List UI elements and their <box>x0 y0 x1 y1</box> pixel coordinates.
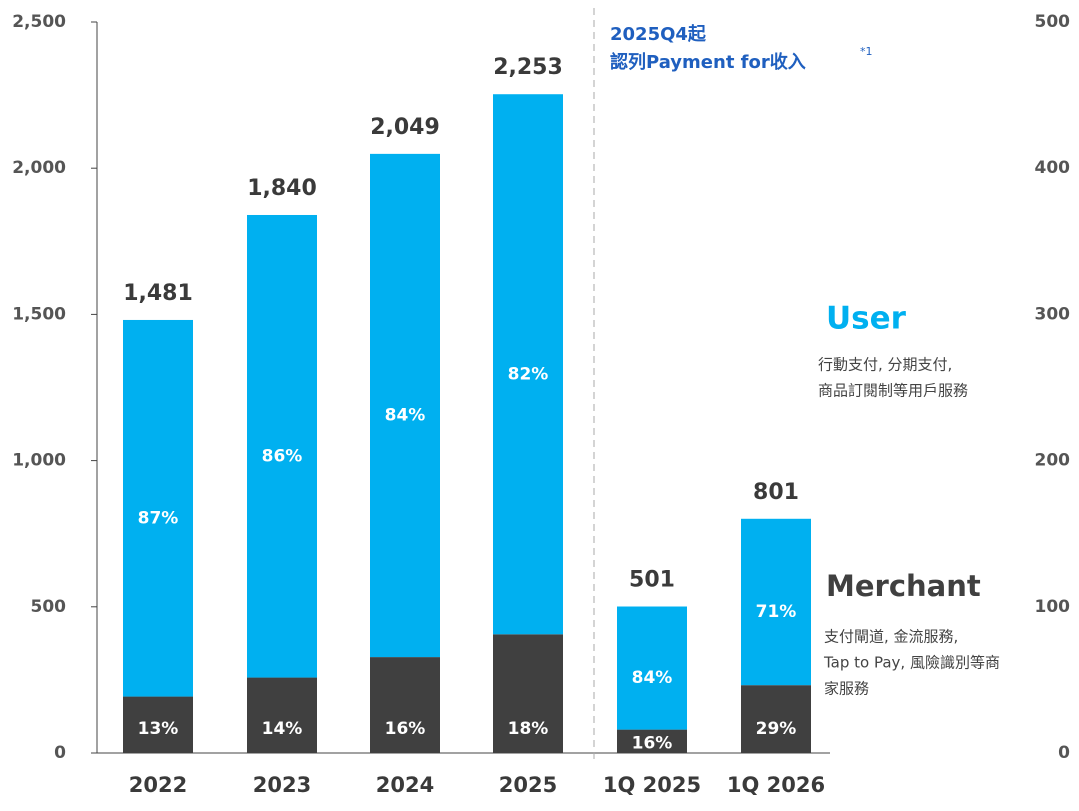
segment-label: 86% <box>262 446 303 466</box>
bar-segment <box>247 214 317 678</box>
y-tick-label: 2,000 <box>12 158 66 178</box>
annotation-superscript: *1 <box>860 45 873 58</box>
total-label: 501 <box>629 568 675 593</box>
legend-description: Tap to Pay, 風險識別等商 <box>823 654 1000 672</box>
y-tick-label: 500 <box>31 597 67 617</box>
y2-tick-label: 200 <box>1035 451 1071 471</box>
legend-description: 行動支付, 分期支付, <box>818 356 952 374</box>
y2-tick-label: 500 <box>1035 12 1071 32</box>
legend-name: User <box>826 301 907 337</box>
total-label: 1,840 <box>247 176 317 201</box>
x-tick-label: 2023 <box>253 773 311 797</box>
total-label: 801 <box>753 480 799 505</box>
segment-label: 87% <box>138 508 179 528</box>
y-tick-label: 2,500 <box>12 12 66 32</box>
legend-name: Merchant <box>826 569 981 603</box>
bar-segment <box>247 677 317 753</box>
bar-segment <box>123 319 193 697</box>
y-tick-label: 0 <box>54 743 66 763</box>
x-tick-label: 2025 <box>499 773 557 797</box>
bar-segment <box>617 606 687 730</box>
segment-label: 18% <box>508 719 549 739</box>
bar-segment <box>370 657 440 753</box>
legend-description: 支付閘道, 金流服務, <box>824 628 958 646</box>
total-label: 2,049 <box>370 115 440 140</box>
segment-label: 29% <box>756 719 797 739</box>
segment-label: 84% <box>632 668 673 688</box>
y-tick-label: 1,500 <box>12 304 66 324</box>
bar-segment <box>617 729 687 753</box>
bar-segment <box>493 634 563 753</box>
y2-tick-label: 0 <box>1058 743 1070 763</box>
x-tick-label: 1Q 2025 <box>603 773 701 797</box>
segment-label: 71% <box>756 602 797 622</box>
segment-label: 84% <box>385 405 426 425</box>
x-tick-label: 2022 <box>129 773 187 797</box>
legend-description: 家服務 <box>824 680 869 698</box>
bar-segment <box>741 685 811 753</box>
y-tick-label: 1,000 <box>12 451 66 471</box>
x-tick-label: 2024 <box>376 773 434 797</box>
y2-tick-label: 400 <box>1035 158 1071 178</box>
segment-label: 82% <box>508 364 549 384</box>
bar-segment <box>123 696 193 753</box>
segment-label: 14% <box>262 719 303 739</box>
bar-segment <box>493 94 563 635</box>
y2-tick-label: 100 <box>1035 597 1071 617</box>
total-label: 2,253 <box>493 55 563 80</box>
bar-segment <box>370 153 440 658</box>
segment-label: 16% <box>385 719 426 739</box>
segment-label: 16% <box>632 733 673 753</box>
total-label: 1,481 <box>123 281 193 306</box>
segment-label: 13% <box>138 719 179 739</box>
annotation: 2025Q4起 <box>610 23 707 45</box>
bar-segment <box>741 518 811 686</box>
x-tick-label: 1Q 2026 <box>727 773 825 797</box>
annotation: 認列Payment for收入 <box>610 51 806 73</box>
y2-tick-label: 300 <box>1035 304 1071 324</box>
legend-description: 商品訂閱制等用戶服務 <box>818 382 968 400</box>
